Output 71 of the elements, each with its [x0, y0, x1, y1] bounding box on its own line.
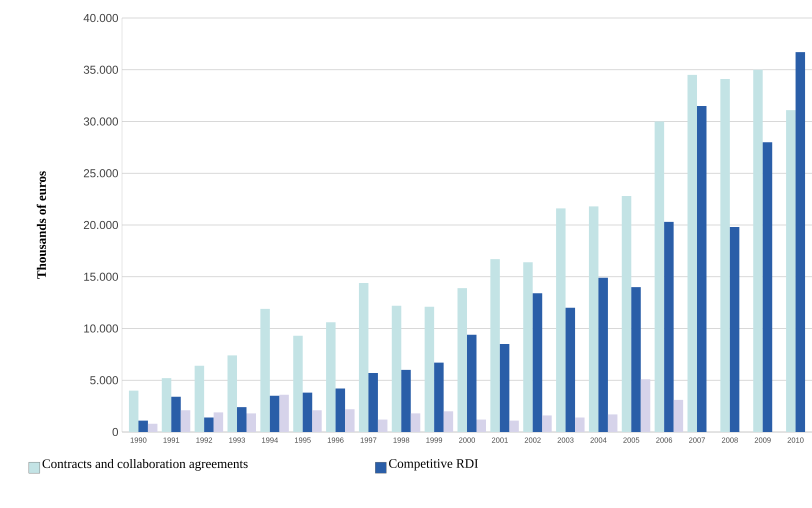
- bar: [336, 388, 346, 432]
- bar: [312, 410, 322, 432]
- bar: [687, 74, 697, 432]
- bar: [796, 52, 806, 432]
- bar: [401, 370, 411, 432]
- bar: [368, 372, 378, 432]
- bar: [444, 411, 454, 432]
- bar: [500, 344, 510, 432]
- bar: [128, 390, 138, 432]
- bar: [566, 308, 576, 432]
- bar: [622, 196, 632, 432]
- bar: [237, 407, 247, 432]
- bar: [246, 413, 256, 432]
- bar: [458, 288, 467, 432]
- y-tick-label: 5.000: [90, 376, 118, 384]
- y-tick-label: 30.000: [84, 117, 118, 126]
- bar: [523, 262, 533, 432]
- bar: [204, 418, 214, 432]
- bar: [640, 379, 650, 432]
- bar: [228, 355, 238, 432]
- bar: [148, 424, 158, 432]
- bar: [214, 412, 224, 432]
- bar: [162, 378, 172, 432]
- bar: [171, 396, 181, 432]
- y-tick-label: 25.000: [84, 169, 118, 178]
- bar: [674, 400, 684, 432]
- y-tick-label: 10.000: [84, 324, 118, 333]
- bar: [598, 278, 608, 432]
- bar: [696, 106, 706, 432]
- bar: [575, 418, 585, 432]
- bar: [345, 409, 355, 432]
- bar: [293, 336, 303, 432]
- bar: [260, 308, 270, 432]
- bar: [608, 414, 618, 432]
- bar: [302, 392, 312, 432]
- y-tick-label: 20.000: [84, 220, 118, 230]
- bar: [720, 79, 730, 432]
- bar: [542, 415, 552, 432]
- bar: [180, 410, 190, 432]
- bar: [730, 227, 740, 432]
- bar: [631, 287, 641, 432]
- y-tick-label: 15.000: [84, 272, 118, 281]
- bar: [556, 208, 566, 432]
- legend-label: Competitive RDI: [389, 459, 478, 471]
- bar: [664, 222, 674, 432]
- bar: [786, 110, 796, 432]
- bar: [434, 362, 444, 432]
- y-axis-title: Thousands of euros: [36, 171, 46, 279]
- bar: [279, 394, 289, 432]
- bar: [138, 420, 148, 432]
- bar: [509, 420, 519, 432]
- bar: [392, 306, 402, 432]
- bar: [467, 334, 476, 432]
- y-tick-label: 40.000: [84, 14, 118, 22]
- legend-label: Contracts and collaboration agreements: [42, 458, 248, 471]
- bar: [326, 322, 336, 432]
- bar: [270, 396, 280, 432]
- bar: [762, 142, 772, 432]
- bar: [378, 420, 388, 432]
- bar: [588, 206, 598, 432]
- bar: [532, 293, 542, 432]
- bar: [358, 282, 368, 432]
- bar: [194, 366, 204, 432]
- y-tick-label: 0: [112, 428, 118, 436]
- bar: [654, 121, 664, 432]
- bar: [476, 420, 486, 432]
- bar: [424, 306, 434, 432]
- y-tick-label: 35.000: [84, 66, 118, 74]
- bar: [753, 70, 763, 432]
- bar: [410, 413, 420, 432]
- bar: [490, 259, 500, 432]
